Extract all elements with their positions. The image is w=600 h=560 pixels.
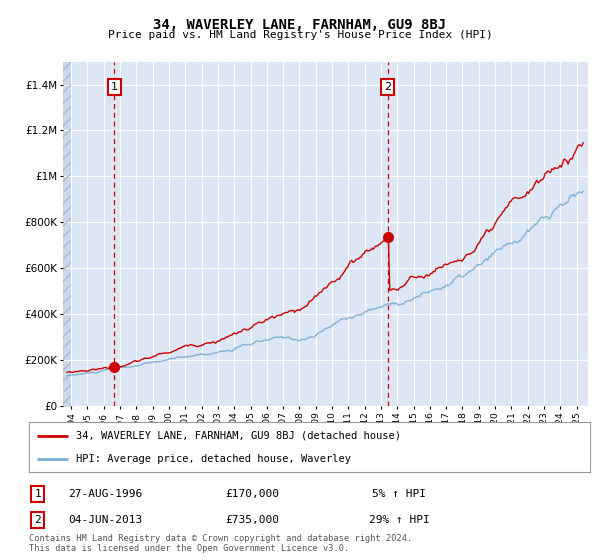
Text: £170,000: £170,000 <box>225 489 279 499</box>
Text: 04-JUN-2013: 04-JUN-2013 <box>68 515 142 525</box>
Text: Price paid vs. HM Land Registry's House Price Index (HPI): Price paid vs. HM Land Registry's House … <box>107 30 493 40</box>
Text: £735,000: £735,000 <box>225 515 279 525</box>
Bar <box>63 62 71 406</box>
Text: 1: 1 <box>111 82 118 92</box>
Text: Contains HM Land Registry data © Crown copyright and database right 2024.
This d: Contains HM Land Registry data © Crown c… <box>29 534 412 553</box>
Text: 2: 2 <box>34 515 41 525</box>
Text: 27-AUG-1996: 27-AUG-1996 <box>68 489 142 499</box>
Text: 5% ↑ HPI: 5% ↑ HPI <box>372 489 426 499</box>
Text: 1: 1 <box>34 489 41 499</box>
Text: HPI: Average price, detached house, Waverley: HPI: Average price, detached house, Wave… <box>76 454 352 464</box>
Text: 34, WAVERLEY LANE, FARNHAM, GU9 8BJ: 34, WAVERLEY LANE, FARNHAM, GU9 8BJ <box>154 18 446 32</box>
Text: 34, WAVERLEY LANE, FARNHAM, GU9 8BJ (detached house): 34, WAVERLEY LANE, FARNHAM, GU9 8BJ (det… <box>76 431 401 441</box>
Text: 29% ↑ HPI: 29% ↑ HPI <box>368 515 430 525</box>
Text: 2: 2 <box>384 82 391 92</box>
